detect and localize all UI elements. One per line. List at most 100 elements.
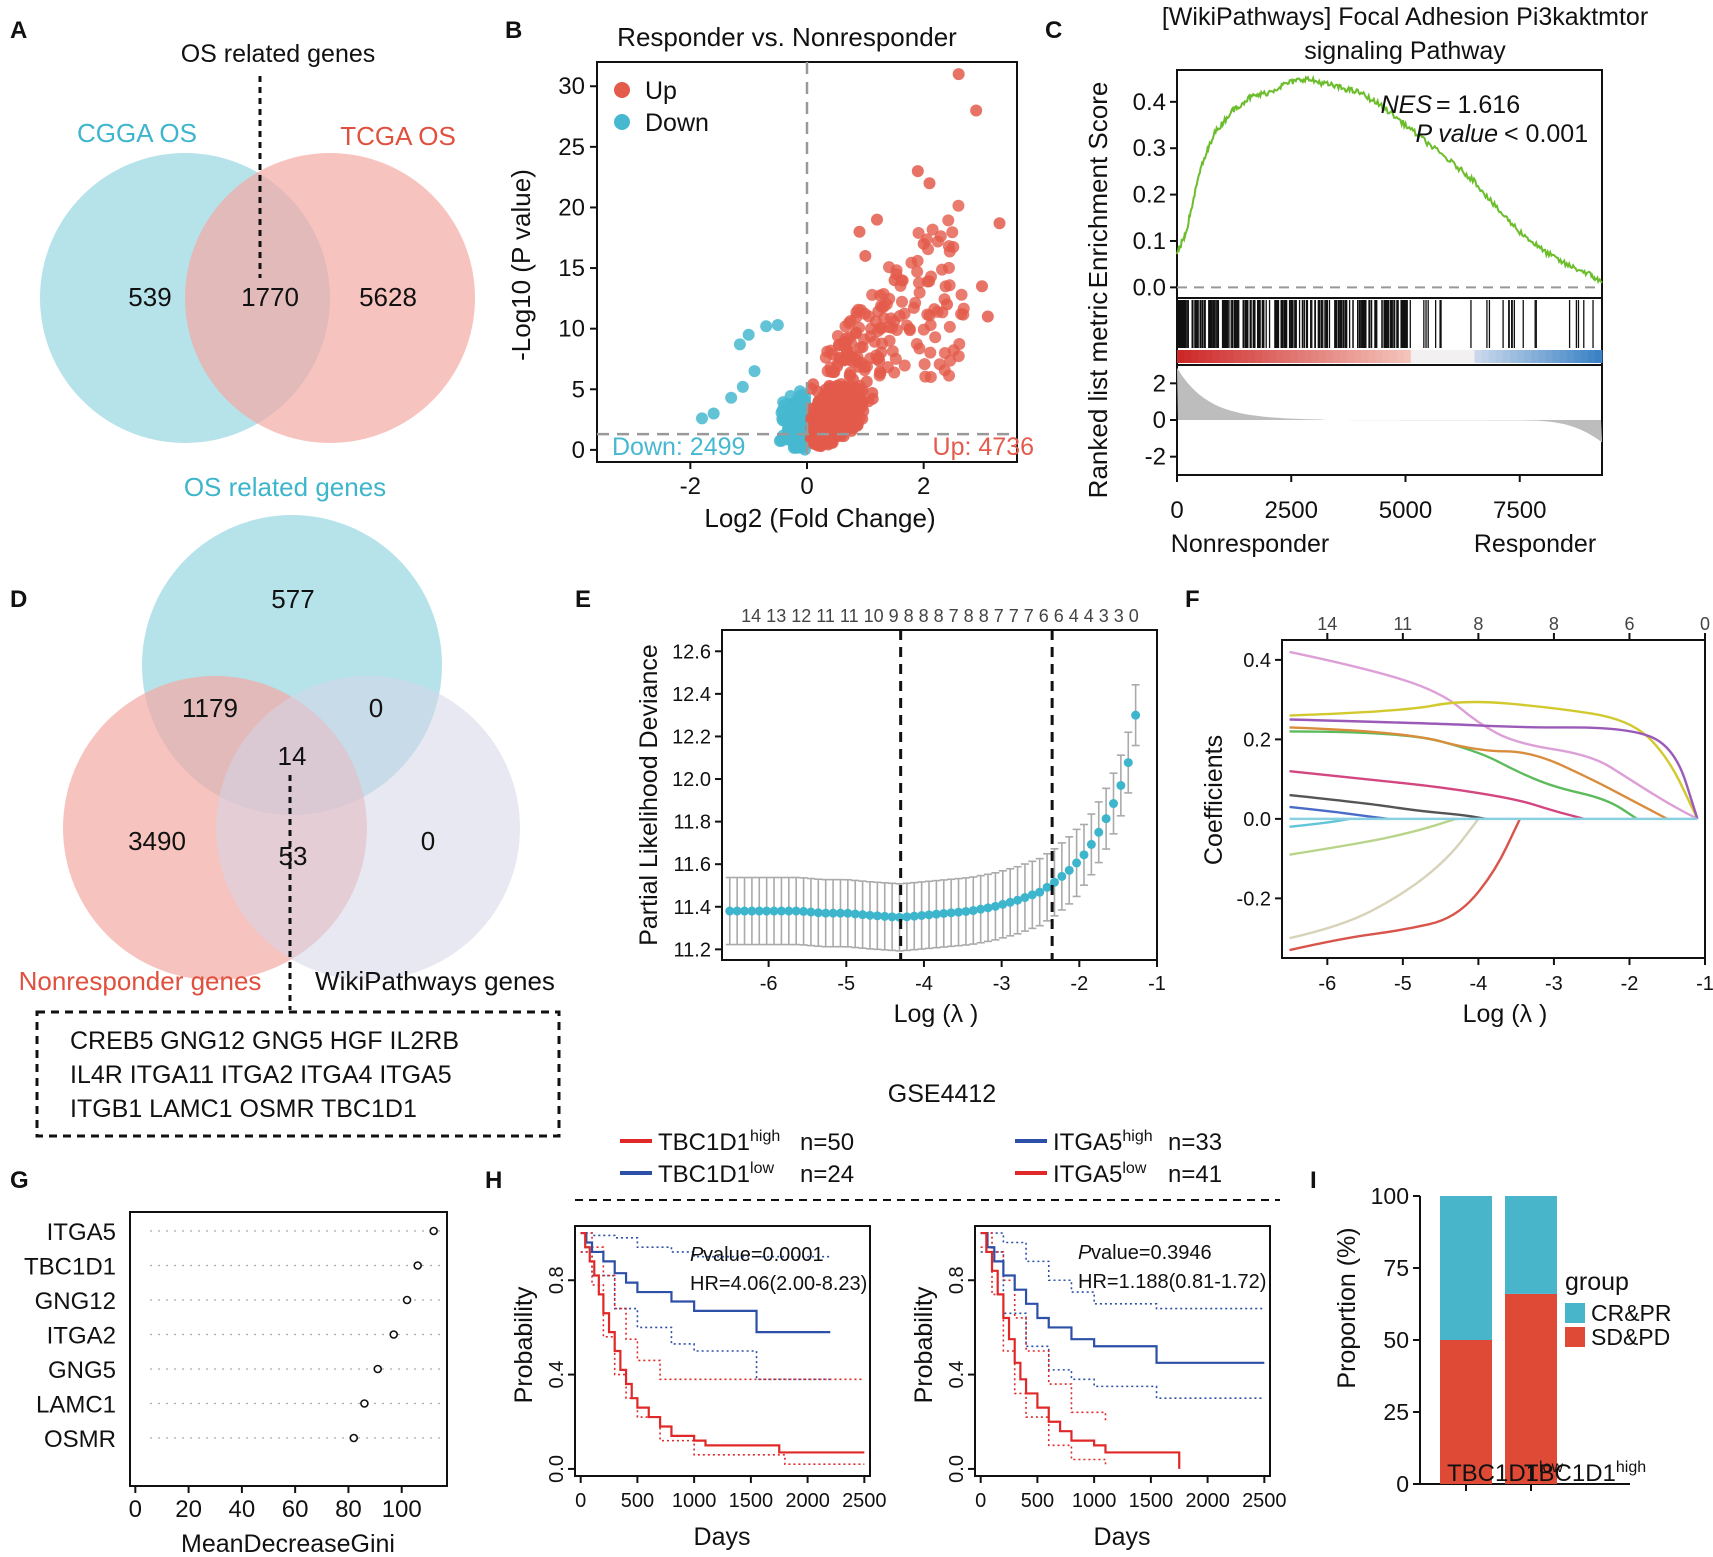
lasso-path-line	[1289, 700, 1699, 820]
lasso-cv-point	[1086, 839, 1096, 849]
bar-segment	[1505, 1293, 1557, 1484]
gsea-rank-colorbar-segment	[1559, 350, 1568, 363]
lasso-cv-ytick-label: 12.0	[672, 769, 711, 791]
lasso-cv-point	[909, 911, 919, 921]
lasso-cv-point	[725, 906, 735, 916]
gsea-left-group: Nonresponder	[1171, 530, 1329, 558]
volcano-legend: Up Down	[614, 77, 709, 137]
lasso-path-xlabel: Log (λ )	[1463, 1000, 1548, 1028]
km-survival-curve	[980, 1231, 1181, 1469]
lasso-cv-point	[887, 912, 897, 922]
gsea-plot: [WikiPathways] Focal Adhesion Pi3kaktmto…	[1083, 3, 1648, 558]
gsea-p-label: P value	[1416, 120, 1498, 148]
gsea-rank-colorbar-segment	[1297, 350, 1305, 363]
volcano-point-up	[874, 367, 887, 380]
lasso-cv-xtick-label: -2	[1070, 973, 1088, 995]
venn-d-top-right: 0	[369, 693, 383, 723]
lasso-path-frame	[1281, 639, 1706, 959]
gini-xtick-label: 40	[229, 1496, 256, 1523]
volcano-point-down	[736, 380, 749, 393]
lasso-cv-point	[776, 906, 786, 916]
lasso-cv-point	[1079, 850, 1089, 860]
km-xtick-label: 1000	[1072, 1490, 1117, 1512]
gini-xlabel: MeanDecreaseGini	[181, 1530, 395, 1557]
lasso-cv-point	[939, 908, 949, 918]
gsea-right-group: Responder	[1474, 530, 1596, 558]
panel-letter-e: E	[575, 586, 591, 613]
km-confidence-band	[580, 1232, 831, 1258]
venn-a-right-circle	[185, 153, 475, 443]
gsea-rank-colorbar-segment	[1382, 350, 1390, 363]
lasso-path-line	[1289, 769, 1585, 821]
lasso-cv-point	[990, 901, 1000, 911]
gsea-rank-colorbar-segment	[1467, 350, 1475, 363]
panel-letter-c: C	[1045, 17, 1062, 44]
gsea-rank-colorbar-segment	[1269, 350, 1277, 363]
volcano-xtick-label: 0	[800, 473, 813, 500]
km-survival-curve	[580, 1231, 865, 1454]
lasso-cv-ytick-label: 11.6	[674, 854, 711, 876]
volcano-point-up	[817, 417, 830, 430]
gsea-rank-colorbar-segment	[1410, 350, 1419, 363]
volcano-point-up	[877, 288, 890, 301]
venn-d-left-only: 3490	[128, 826, 186, 856]
gsea-rank-colorbar-segment	[1573, 350, 1582, 363]
gsea-rank-colorbar-segment	[1538, 350, 1546, 363]
lasso-cv-point	[931, 909, 941, 919]
lasso-cv-point	[806, 907, 816, 917]
volcano-point-up	[898, 307, 911, 320]
volcano-point-up	[838, 353, 851, 366]
km-confidence-band	[580, 1251, 831, 1381]
volcano-point-up	[913, 286, 926, 299]
lasso-path-xtick-label: -1	[1696, 973, 1713, 995]
lasso-cv-point	[998, 899, 1008, 909]
gsea-rank-colorbar-segment	[1226, 350, 1235, 363]
km2-legend-low-label: ITGA5low	[1053, 1160, 1147, 1188]
gsea-rank-colorbar-segment	[1354, 350, 1362, 363]
volcano-point-up	[842, 412, 855, 425]
lasso-cv-point	[828, 908, 838, 918]
volcano-point-up	[942, 214, 955, 227]
lasso-path-ylabel: Coefficients	[1200, 735, 1228, 865]
km-ytick-label: 0.0	[946, 1455, 968, 1483]
volcano-point-up	[981, 310, 994, 323]
km-ytick-label: 0.4	[946, 1361, 968, 1389]
volcano-point-up	[849, 327, 862, 340]
lasso-path-xtick-label: -5	[1394, 973, 1412, 995]
gsea-title-line1: [WikiPathways] Focal Adhesion Pi3kaktmto…	[1162, 3, 1648, 31]
volcano-point-up	[952, 68, 965, 81]
volcano-point-up	[890, 323, 903, 336]
venn-d: OS related genes 577 1179 0 14 3490 53 0…	[19, 472, 561, 1138]
lasso-cv-xtick-label: -4	[915, 973, 933, 995]
venn-d-top-only: 577	[271, 584, 314, 614]
volcano-point-up	[850, 306, 863, 319]
lasso-cv-point	[1072, 858, 1082, 868]
volcano-point-down	[776, 412, 789, 425]
km1-legend-low-n: n=24	[800, 1161, 854, 1188]
volcano-point-up	[953, 337, 966, 350]
gsea-p-value: < 0.001	[1504, 120, 1588, 148]
volcano-ylabel: -Log10 (P value)	[506, 169, 536, 361]
lasso-cv-point	[902, 912, 912, 922]
gsea-xtick-label: 7500	[1493, 497, 1546, 524]
gsea-rank-colorbar-segment	[1212, 350, 1220, 363]
km-ytick-label: 0.0	[546, 1455, 568, 1483]
lasso-path-top-count: 8	[1473, 614, 1483, 634]
volcano-point-up	[853, 225, 866, 238]
gsea-metric-ylabel: Ranked list metric	[1083, 292, 1113, 499]
venn-d-top-left: 1179	[182, 693, 238, 723]
gsea-rank-colorbar-segment	[1566, 350, 1575, 363]
volcano-points	[696, 68, 1006, 456]
volcano-point-up	[934, 230, 947, 243]
lasso-cv-content: -6 -5 -4 -3 -2 -1 11.2 11.4 11.6 11.8 12.0 12.2 12.4…	[672, 630, 1166, 995]
gsea-rank-colorbar-segment	[1233, 350, 1242, 363]
volcano-point-up	[883, 334, 896, 347]
volcano-point-down	[725, 391, 738, 404]
volcano-point-up	[918, 358, 931, 371]
gini-point	[429, 1226, 438, 1236]
venn-d-right-only: 0	[421, 826, 435, 856]
volcano-point-up	[955, 288, 968, 301]
lasso-cv-point	[762, 906, 772, 916]
volcano-point-up	[936, 263, 949, 276]
volcano-point-up	[895, 295, 908, 308]
